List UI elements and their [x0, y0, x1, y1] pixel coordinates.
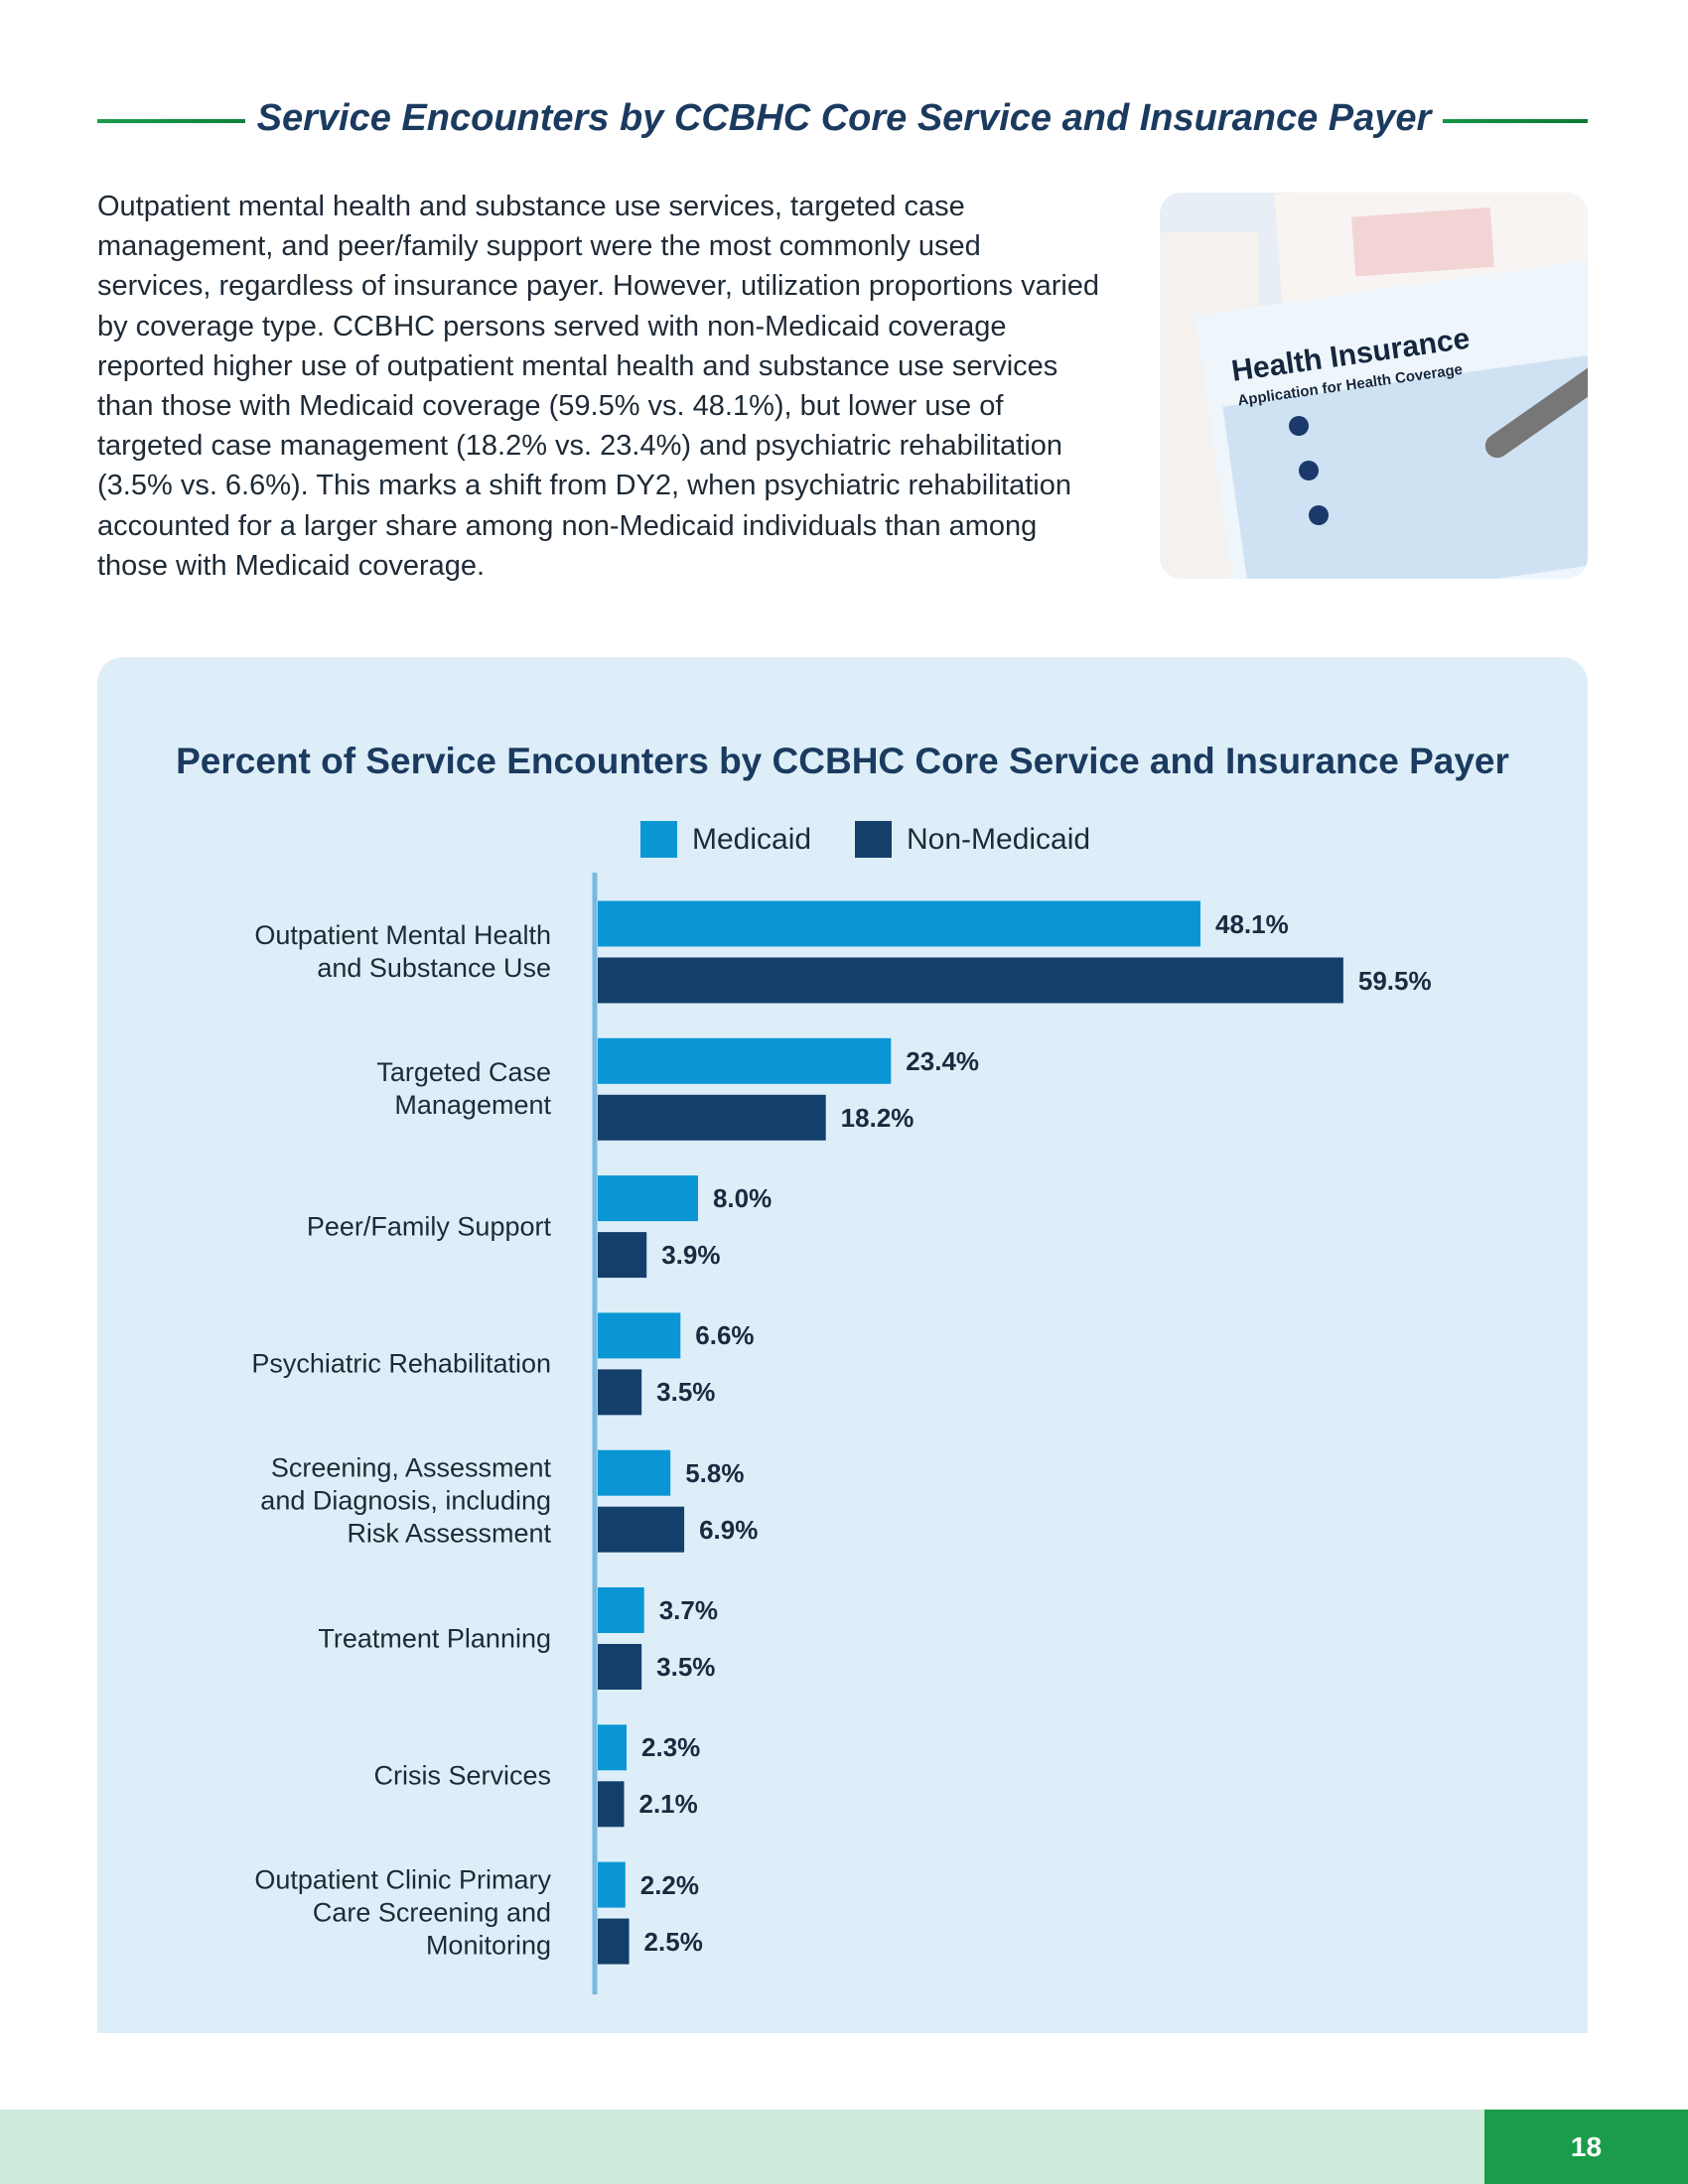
chart-title: Percent of Service Encounters by CCBHC C…: [176, 741, 1509, 781]
header-title-text: Service Encounters by CCBHC Core Service…: [244, 97, 1444, 139]
photo: Health Insurance Application for Health …: [1160, 193, 1588, 579]
value-label: 48.1%: [1215, 908, 1289, 939]
value-label: 5.8%: [685, 1457, 745, 1488]
value-label: 2.1%: [638, 1789, 698, 1820]
bar: [598, 1918, 630, 1965]
bar: [598, 1175, 698, 1222]
bar: [598, 1312, 681, 1359]
category-label: Screening, Assessment and Diagnosis, inc…: [260, 1452, 551, 1549]
category-label: Psychiatric Rehabilitation: [251, 1348, 551, 1379]
header-rule: [1397, 119, 1588, 123]
bar: [598, 957, 1343, 1004]
value-label: 59.5%: [1357, 965, 1432, 996]
category-label: Treatment Planning: [318, 1623, 551, 1653]
category-label: Crisis Services: [373, 1760, 551, 1791]
bar: [598, 1037, 892, 1084]
value-label: 2.2%: [639, 1869, 700, 1900]
header-rule: [97, 119, 286, 123]
value-label: 2.3%: [641, 1732, 701, 1763]
value-label: 8.0%: [712, 1183, 773, 1214]
bar: [598, 1724, 628, 1771]
icon: [1289, 416, 1309, 436]
chart-panel: [97, 657, 1588, 2033]
bar: [598, 1232, 647, 1279]
bar: [598, 1644, 642, 1690]
bar: [598, 1449, 671, 1496]
legend-swatch: [855, 821, 892, 858]
value-label: 18.2%: [840, 1102, 914, 1133]
value-label: 3.5%: [656, 1377, 716, 1408]
bar: [598, 1861, 626, 1908]
bar: [598, 1506, 685, 1553]
header-title: Service Encounters by CCBHC Core Service…: [0, 97, 1688, 140]
bar: [598, 1781, 625, 1828]
bar: [598, 1587, 644, 1633]
legend-label: Medicaid: [692, 823, 812, 856]
pen: [1484, 356, 1588, 459]
category-label: Outpatient Mental Health and Substance U…: [254, 920, 551, 983]
value-label: 3.9%: [661, 1240, 721, 1271]
icon: [1299, 461, 1319, 480]
value-label: 3.5%: [656, 1652, 716, 1682]
legend-swatch: [640, 821, 677, 858]
bar: [598, 1094, 826, 1141]
paper-highlight: [1351, 206, 1494, 277]
page-number: 18: [1484, 2110, 1688, 2184]
value-label: 23.4%: [906, 1045, 980, 1076]
category-label: Outpatient Clinic Primary Care Screening…: [254, 1864, 551, 1961]
legend-label: Non-Medicaid: [907, 823, 1091, 856]
footer-band: [0, 2110, 1484, 2184]
value-label: 3.7%: [658, 1595, 718, 1625]
value-label: 6.9%: [699, 1514, 759, 1545]
category-label: Targeted Case Management: [376, 1057, 551, 1121]
bar: [598, 1369, 642, 1416]
icon: [1309, 505, 1329, 525]
value-label: 6.6%: [695, 1320, 755, 1351]
body-paragraph: Outpatient mental health and substance u…: [97, 191, 1100, 582]
category-label: Peer/Family Support: [306, 1211, 551, 1242]
bar: [598, 900, 1201, 947]
value-label: 2.5%: [643, 1926, 703, 1957]
